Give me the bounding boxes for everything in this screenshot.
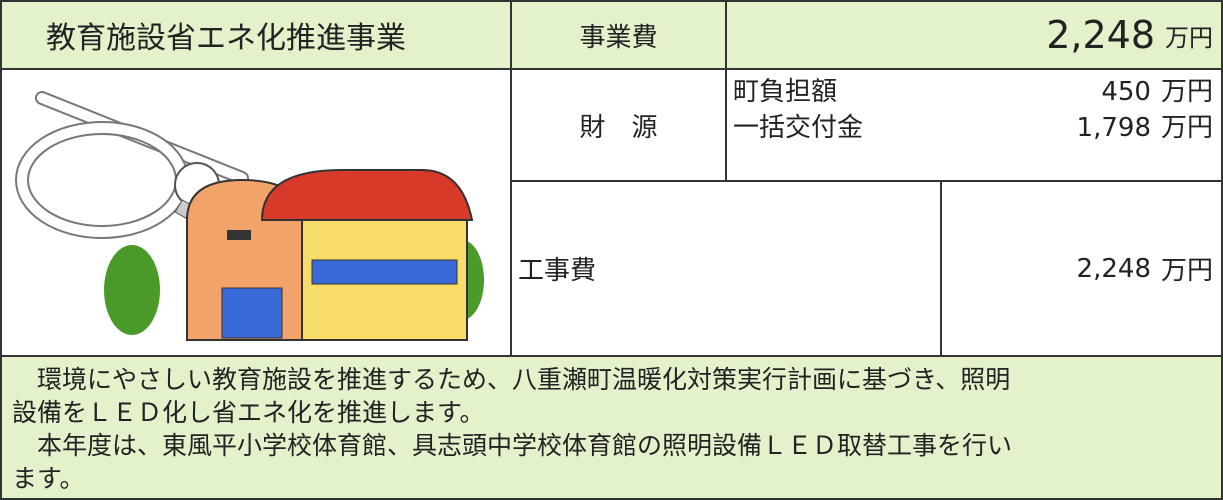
construction-label: 工事費	[518, 256, 597, 286]
funding-label: 財 源	[579, 112, 658, 143]
cost-label: 事業費	[579, 22, 658, 53]
cost-value-cell: 2,248 万円	[725, 0, 1223, 70]
description-cell: 環境にやさしい教育施設を推進するため、八重瀬町温暖化対策実行計画に基づき、照明 …	[0, 355, 1223, 500]
cost-label-cell: 事業費	[510, 0, 727, 70]
description-line: 本年度は、東風平小学校体育館、具志頭中学校体育館の照明設備ＬＥＤ取替工事を行い	[12, 431, 1013, 460]
funding-unit: 万円	[1160, 77, 1213, 107]
construction-value: 2,248	[1076, 253, 1151, 284]
funding-name: 町負担額	[733, 77, 838, 107]
construction-value-cell: 2,248 万円	[940, 180, 1223, 357]
funding-name: 一括交付金	[733, 113, 864, 143]
cost-value: 2,248	[1046, 13, 1155, 57]
funding-value: 1,798	[1076, 113, 1151, 143]
funding-label-cell: 財 源	[510, 68, 727, 182]
title-cell: 教育施設省エネ化推進事業	[0, 0, 512, 70]
title: 教育施設省エネ化推進事業	[46, 21, 406, 56]
funding-row: 一括交付金 1,798 万円	[733, 110, 1213, 146]
funding-cell: 町負担額 450 万円 一括交付金 1,798 万円	[725, 68, 1223, 182]
funding-value: 450	[1101, 77, 1151, 107]
description-line: ます。	[12, 464, 85, 493]
funding-unit: 万円	[1160, 113, 1213, 143]
cost-unit: 万円	[1165, 23, 1213, 52]
construction-unit: 万円	[1160, 256, 1213, 286]
description-line: 環境にやさしい教育施設を推進するため、八重瀬町温暖化対策実行計画に基づき、照明	[12, 365, 1011, 394]
illustration	[15, 91, 484, 341]
description-line: 設備をＬＥＤ化し省エネ化を推進します。	[12, 398, 485, 427]
funding-row: 町負担額 450 万円	[733, 74, 1213, 110]
image-cell	[0, 68, 512, 357]
construction-label-cell: 工事費	[510, 180, 942, 357]
